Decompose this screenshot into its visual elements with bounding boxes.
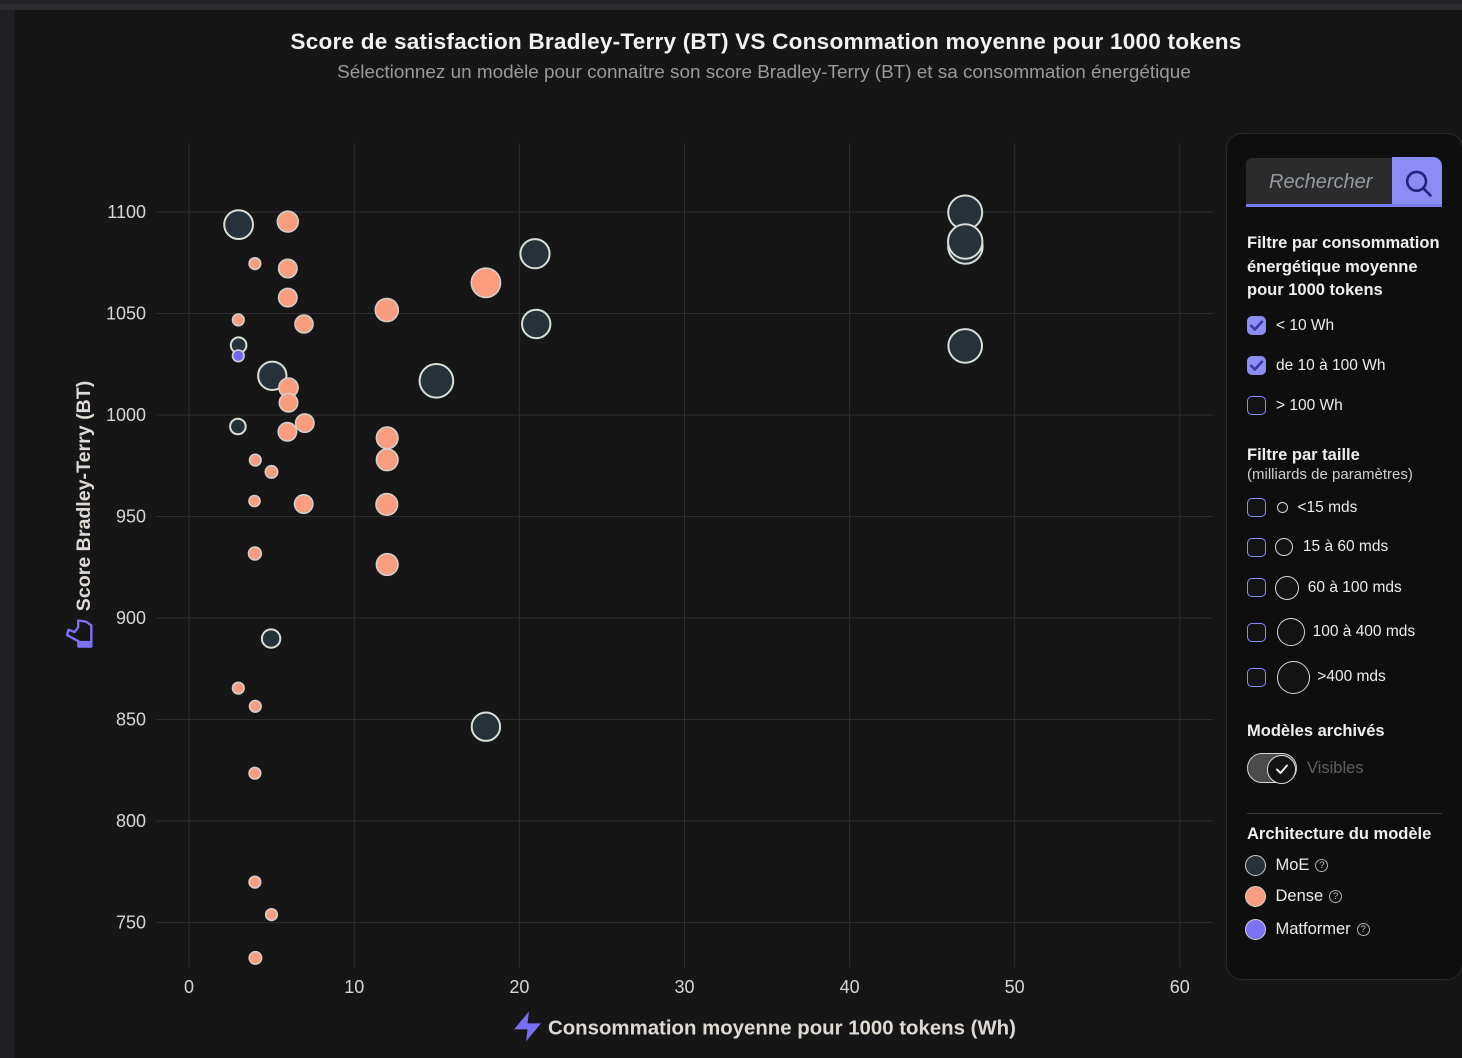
svg-text:750: 750 [116, 913, 146, 933]
svg-text:950: 950 [116, 507, 146, 527]
svg-text:Consommation moyenne pour 1000: Consommation moyenne pour 1000 tokens (W… [548, 1018, 1016, 1040]
svg-text:850: 850 [116, 710, 146, 730]
svg-text:0: 0 [184, 977, 194, 997]
svg-text:1000: 1000 [106, 405, 146, 425]
svg-text:60: 60 [1170, 977, 1190, 997]
svg-text:10: 10 [344, 977, 364, 997]
svg-text:1100: 1100 [107, 202, 146, 222]
svg-text:30: 30 [674, 977, 694, 997]
svg-text:800: 800 [116, 811, 146, 831]
svg-text:40: 40 [840, 977, 860, 997]
svg-text:1050: 1050 [106, 304, 146, 324]
svg-text:20: 20 [509, 977, 529, 997]
svg-text:50: 50 [1005, 977, 1025, 997]
svg-text:900: 900 [116, 608, 146, 628]
svg-text:Score Bradley-Terry (BT): Score Bradley-Terry (BT) [73, 381, 95, 611]
